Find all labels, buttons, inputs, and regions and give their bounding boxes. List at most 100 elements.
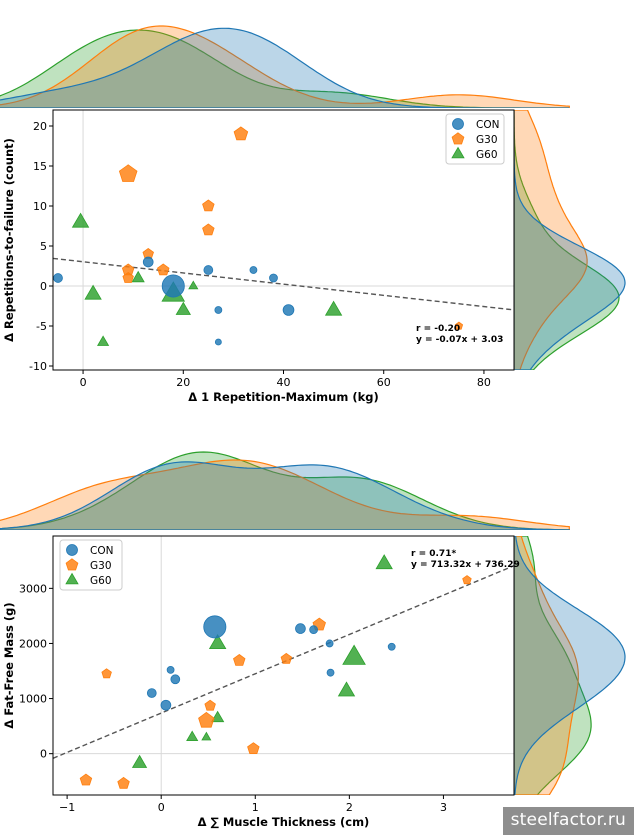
legend-marker-g60 [65,572,79,585]
data-point-g60 [175,301,191,315]
marginal-top [0,451,570,530]
x-tick-label: 60 [377,376,391,389]
legend: CON G30 G60 [445,113,505,165]
data-point-g60 [324,300,343,316]
y-tick-label: 0 [40,748,47,761]
legend-label-g30: G30 [476,134,498,146]
y-tick-label: 1000 [19,693,47,706]
x-tick-label: 0 [80,376,87,389]
legend-marker-g30 [451,132,465,145]
y-tick-label: -5 [36,320,47,333]
data-point-g60 [375,554,393,570]
data-point-g30 [118,164,138,182]
data-point-g30 [202,223,215,236]
y-axis-label: Δ Repetitions-to-failure (count) [2,138,16,342]
plot-frame [52,535,515,796]
y-tick-label: 2000 [19,637,47,650]
data-point-con [295,623,306,634]
density-top-con [0,461,570,530]
annotation-r: r = 0.71* [411,549,456,559]
data-point-con [387,642,396,651]
data-point-g60 [71,212,90,228]
density-right-g30 [514,110,588,370]
y-tick-label: 0 [40,280,47,293]
density-top-g30 [0,25,570,108]
data-point-con [161,274,185,298]
data-point-g60 [211,710,225,723]
data-point-g30 [233,654,246,666]
data-point-g60 [131,754,148,768]
data-point-con [203,615,227,639]
legend-label-g60: G60 [476,149,498,161]
data-point-g30 [247,742,260,754]
marginal-right [514,110,626,370]
data-point-con [325,639,334,648]
x-axis-label: Δ ∑ Muscle Thickness (cm) [198,815,370,829]
density-right-con [514,536,626,795]
data-point-g30 [79,773,93,786]
data-point-con [269,273,278,283]
data-point-con [282,304,295,316]
data-point-con [170,674,181,685]
data-point-con [166,666,175,674]
data-point-con [53,273,63,283]
x-tick-label: 3 [440,801,447,814]
data-point-g30 [117,776,130,789]
legend-marker-con [66,544,78,556]
data-point-g60 [188,280,199,290]
x-tick-label: 0 [158,801,165,814]
data-point-g30 [462,575,472,585]
data-point-con [214,338,222,346]
y-tick-label: 10 [33,200,47,213]
y-tick-label: 15 [33,160,47,173]
data-point-g60 [337,681,356,697]
data-point-g30 [122,272,134,283]
data-point-g60 [208,634,227,649]
data-point-g30 [454,321,464,330]
marginal-top [0,25,570,108]
data-point-con [142,256,154,268]
y-tick-label: 5 [40,240,47,253]
legend-label-g60: G60 [90,575,112,587]
marginal-right [514,536,626,795]
regression-line [53,257,514,311]
legend-marker-g30 [65,558,79,571]
data-point-g60 [186,730,199,741]
legend-label-con: CON [476,119,499,131]
legend: CON G30 G60 [59,539,123,591]
x-tick-label: 1 [252,801,259,814]
x-tick-label: 80 [477,376,491,389]
data-point-con [160,699,172,711]
data-point-g60 [131,270,145,283]
data-point-g30 [101,668,112,679]
legend-label-g30: G30 [90,560,112,572]
data-point-con [146,688,157,698]
data-point-con [214,306,223,314]
data-point-g30 [198,711,215,728]
legend-marker-g60 [451,146,465,159]
x-tick-label: 20 [176,376,190,389]
data-point-g30 [202,199,215,212]
data-point-con [249,266,258,274]
data-point-con [326,668,335,677]
data-point-g60 [342,644,366,665]
y-tick-label: 20 [33,120,47,133]
data-point-g30 [157,263,170,276]
data-point-g30 [280,652,293,664]
annotation-equation: y = -0.07x + 3.03 [416,335,503,345]
data-point-con [203,265,214,275]
density-top-con [0,27,570,108]
chart-panel-2: −1 0 1 2 3 0 1000 2000 3000 Δ ∑ Muscle Thickness … [0,451,626,829]
annotation-r: r = -0.20 [416,324,460,334]
data-point-con [309,625,318,635]
data-point-g30 [233,126,249,141]
legend-marker-con [452,118,464,130]
data-point-g60 [84,284,102,300]
density-right-g60 [514,536,592,795]
y-tick-label: 3000 [19,582,47,595]
density-right-g30 [514,536,579,795]
data-point-g60 [97,335,110,346]
annotation-equation: y = 713.32x + 736.29 [411,560,520,570]
